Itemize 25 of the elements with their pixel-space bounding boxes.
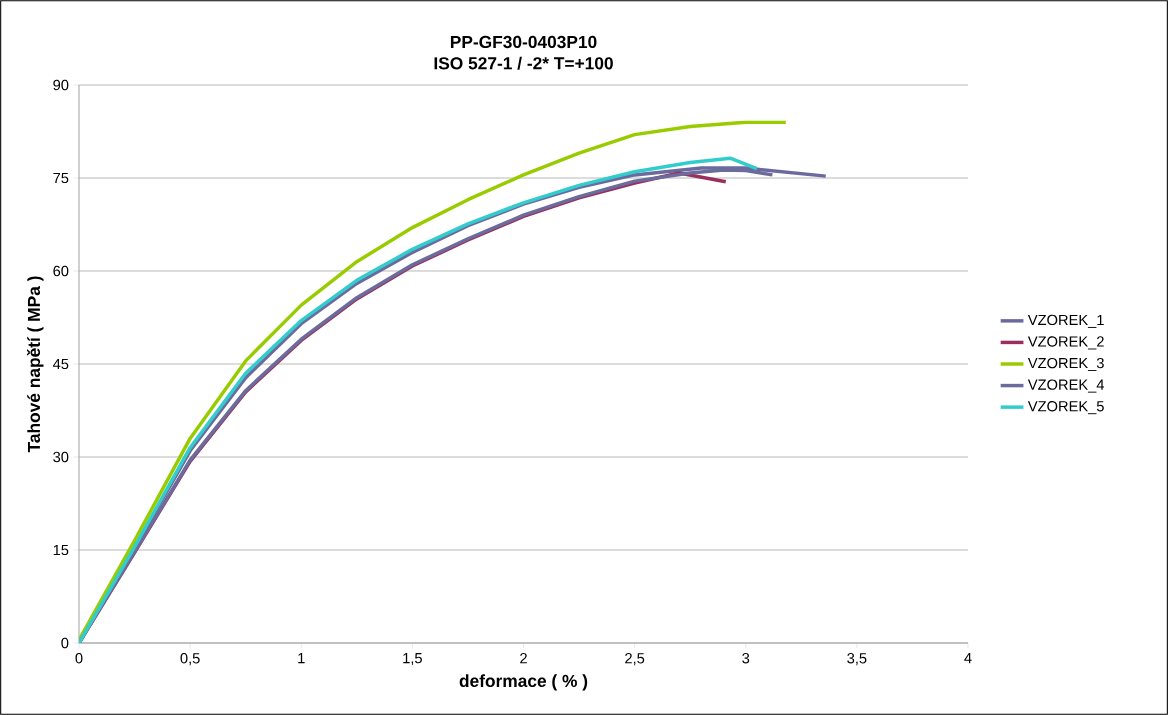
x-axis-title: deformace ( % ) — [459, 674, 588, 691]
y-tick-label: 30 — [53, 451, 69, 463]
y-tick-label: 60 — [53, 265, 69, 277]
x-tick-label: 3 — [742, 653, 750, 664]
x-tick-label: 1 — [298, 653, 305, 664]
x-tick-label: 3,5 — [847, 653, 867, 666]
chart-title: PP-GF30-0403P10 — [450, 35, 597, 49]
chart-subtitle: ISO 527-1 / -2* T=+100 — [434, 56, 613, 70]
x-tick-label: 2,5 — [625, 653, 645, 666]
x-tick-label: 2 — [520, 653, 527, 664]
y-axis-title: Tahové napětí ( MPa ) — [26, 276, 44, 453]
y-tick-label: 75 — [53, 172, 69, 184]
legend-label: VZOREK_4 — [1027, 379, 1105, 393]
legend-label: VZOREK_5 — [1027, 401, 1104, 415]
x-tick-label: 0 — [75, 653, 83, 664]
x-tick-label: 0,5 — [180, 653, 200, 666]
x-tick-label: 4 — [964, 653, 972, 664]
legend-label: VZOREK_1 — [1027, 314, 1104, 328]
legend-label: VZOREK_3 — [1027, 357, 1104, 372]
x-tick-label: 1,5 — [403, 653, 422, 666]
y-tick-label: 0 — [61, 637, 69, 649]
legend-label: VZOREK_2 — [1027, 336, 1104, 350]
y-tick-label: 45 — [52, 358, 69, 370]
y-tick-label: 90 — [53, 79, 69, 91]
y-tick-label: 15 — [53, 544, 69, 556]
